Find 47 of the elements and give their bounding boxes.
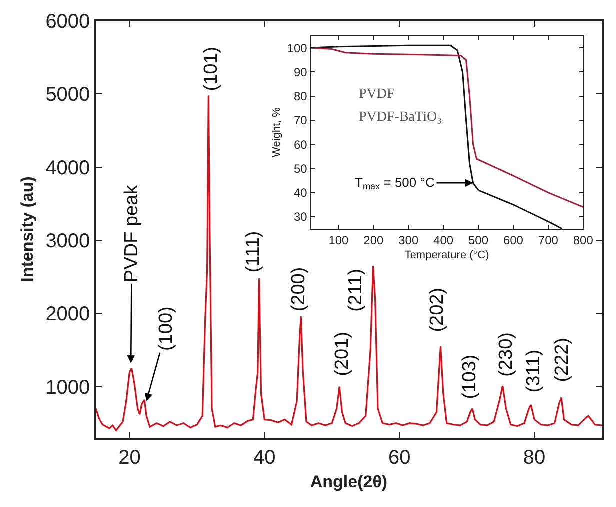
y-tick-label: 50 [294,162,308,176]
y-tick-label: 4000 [46,157,90,180]
x-tick-label: 600 [503,233,524,248]
x-tick-label: 500 [468,233,489,248]
x-tick-label: 400 [434,233,454,248]
y-axis-title: Intensity (au) [18,176,37,282]
annotation: (311) [524,350,545,393]
y-tick-label: 1000 [46,376,90,399]
y-tick-label: 90 [294,65,308,80]
annotation: PVDF peak [122,184,143,282]
annotation: (230) [496,332,517,377]
annotation: (222) [552,338,573,382]
line-series [310,47,584,208]
x-tick-label: 60 [388,446,411,469]
annotation: PVDF-BaTiO₃ [359,110,442,125]
annotation: (101) [201,46,222,92]
x-tick-label: 80 [523,446,546,469]
line-series [310,44,564,229]
y-tick-label: 30 [294,210,308,224]
x-tick-label: 20 [118,446,141,469]
x-tick-label: 200 [364,233,384,248]
x-axis-title: Temperature (°C) [404,250,490,262]
y-tick-label: 70 [294,114,308,128]
x-tick-label: 100 [328,233,350,248]
x-tick-label: 700 [538,233,559,248]
annotation: (211) [346,268,367,312]
y-tick-label: 2000 [46,304,90,326]
x-axis-title: Angle(2θ) [310,472,388,492]
x-tick-label: 40 [254,446,276,469]
y-tick-label: 40 [294,186,308,200]
annotation: (202) [427,288,448,332]
y-tick-label: 60 [294,138,308,152]
annotation: (200) [288,267,310,312]
y-axis-title: Weight, % [270,107,283,158]
x-tick-label: 800 [573,233,594,248]
y-tick-label: 80 [294,90,308,104]
y-tick-label: 3000 [46,230,90,252]
y-tick-label: 100 [287,41,308,56]
y-tick-label: 5000 [46,84,90,106]
x-tick-label: 300 [398,233,419,248]
annotation: (103) [460,354,481,400]
y-tick-label: 6000 [46,11,90,33]
annotation: PVDF [359,87,396,102]
annotation: (111) [242,231,264,273]
annotation: T$_{max}$ = 500 °C [355,175,435,192]
annotation: (201) [332,332,353,376]
annotation: (100) [156,306,178,352]
